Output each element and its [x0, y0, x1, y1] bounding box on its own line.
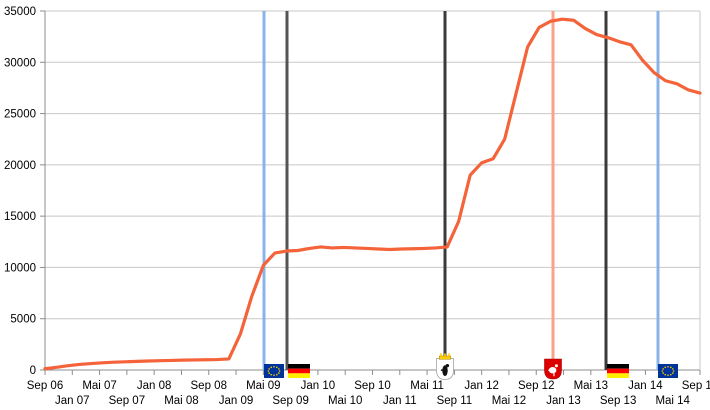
eu-flag-star [670, 366, 672, 369]
eu-flag-star [276, 366, 278, 369]
horizontal-gridlines [45, 10, 700, 371]
emblem-eu-flag [658, 364, 678, 378]
emblem-niedersachsen-coat-of-arms [544, 358, 562, 380]
x-tick-label: Jan 14 [628, 380, 663, 392]
german-flag-black-band [607, 364, 629, 369]
saxon-horse-tail [548, 369, 551, 371]
eu-flag-star [672, 368, 674, 370]
data-series-line [43, 17, 702, 371]
plot-background [45, 11, 700, 370]
y-tick-label: 35000 [4, 6, 36, 18]
x-tick-label: Sep 09 [272, 395, 308, 407]
x-tick-label: Mai 11 [410, 380, 444, 392]
emblem-german-flag [288, 364, 310, 378]
eu-flag-star [667, 366, 669, 368]
berlin-crown [439, 355, 451, 360]
eu-flag-star [672, 372, 674, 374]
berlin-bear-paw [440, 369, 444, 371]
eu-flag-star [268, 372, 270, 374]
eu-flag-star [670, 373, 672, 376]
emblem-eu-flag [264, 364, 284, 378]
berlin-crown-point [440, 353, 442, 357]
y-axis-ticks [40, 10, 45, 371]
german-flag-gold-band [607, 373, 629, 378]
eu-flag-star [268, 368, 270, 370]
berlin-bear-head [445, 363, 450, 368]
x-tick-label: Mai 10 [328, 395, 363, 407]
x-tick-label: Sep 12 [518, 380, 554, 392]
eu-flag-star [273, 374, 275, 377]
x-tick-label: Mai 14 [655, 395, 690, 407]
eu-flag-star [662, 368, 664, 370]
x-tick-label: Mai 12 [492, 395, 527, 407]
german-flag-gold-band [288, 373, 310, 378]
y-axis-tick-labels: 0 5000 10000 15000 20000 25000 30000 35000 [4, 6, 36, 377]
x-tick-label: Sep 07 [109, 395, 145, 407]
eu-flag-star [276, 373, 278, 376]
x-axis-tick-labels: Sep 06 Jan 07 Mai 07 Sep 07 Jan 08 Mai 08 Sep … [27, 380, 710, 407]
eu-flag-star [664, 373, 666, 376]
german-flag-red-band [607, 368, 629, 374]
vertical-event-markers [262, 11, 660, 370]
y-tick-label: 0 [30, 365, 36, 377]
eu-flag-star [270, 373, 273, 376]
berlin-crown-point [448, 353, 450, 357]
x-tick-label: Jan 12 [464, 380, 499, 392]
eu-flag-star [662, 372, 664, 374]
berlin-crown-point [444, 353, 446, 357]
eu-flag-star [672, 370, 675, 372]
x-axis-ticks [44, 370, 701, 375]
x-tick-label: Mai 13 [574, 380, 609, 392]
y-tick-label: 30000 [4, 57, 36, 69]
eu-flag-star [278, 370, 281, 372]
eu-flag-star [273, 366, 275, 368]
emblem-berlin-coat-of-arms [436, 353, 454, 380]
saxon-horse-head [554, 364, 558, 368]
eu-flag-star [278, 372, 280, 374]
eu-flag-field [264, 364, 284, 378]
x-tick-label: Jan 10 [301, 380, 336, 392]
saxon-horse-leg [553, 371, 555, 377]
eu-flag-star [267, 370, 270, 372]
eu-flag-star [667, 374, 669, 377]
eu-flag-field [658, 364, 678, 378]
x-tick-label: Jan 13 [546, 395, 581, 407]
eu-flag-star [270, 366, 273, 369]
x-tick-label: Mai 07 [82, 380, 117, 392]
x-tick-label: Jan 08 [137, 380, 172, 392]
x-tick-label: Sep 10 [354, 380, 390, 392]
x-tick-label: Mai 08 [164, 395, 199, 407]
german-flag-black-band [288, 364, 310, 369]
emblem-german-flag [607, 364, 629, 378]
y-tick-label: 5000 [10, 314, 36, 326]
x-tick-label: Sep 14 [682, 380, 710, 392]
x-tick-label: Jan 11 [383, 395, 417, 407]
y-tick-label: 20000 [4, 160, 36, 172]
german-flag-red-band [288, 368, 310, 374]
eu-flag-star [278, 368, 280, 370]
event-emblems [264, 353, 678, 380]
y-tick-label: 25000 [4, 109, 36, 121]
x-tick-label: Jan 09 [219, 395, 254, 407]
x-tick-label: Jan 07 [55, 395, 90, 407]
x-tick-label: Mai 09 [246, 380, 281, 392]
eu-flag-star [661, 370, 664, 372]
y-tick-label: 15000 [4, 211, 36, 223]
x-tick-label: Sep 06 [27, 380, 63, 392]
eu-flag-star [664, 366, 666, 369]
x-tick-label: Sep 08 [191, 380, 227, 392]
berlin-bear-body [442, 365, 448, 377]
x-tick-label: Sep 13 [600, 395, 636, 407]
y-tick-label: 10000 [4, 262, 36, 274]
x-tick-label: Sep 11 [437, 395, 473, 407]
